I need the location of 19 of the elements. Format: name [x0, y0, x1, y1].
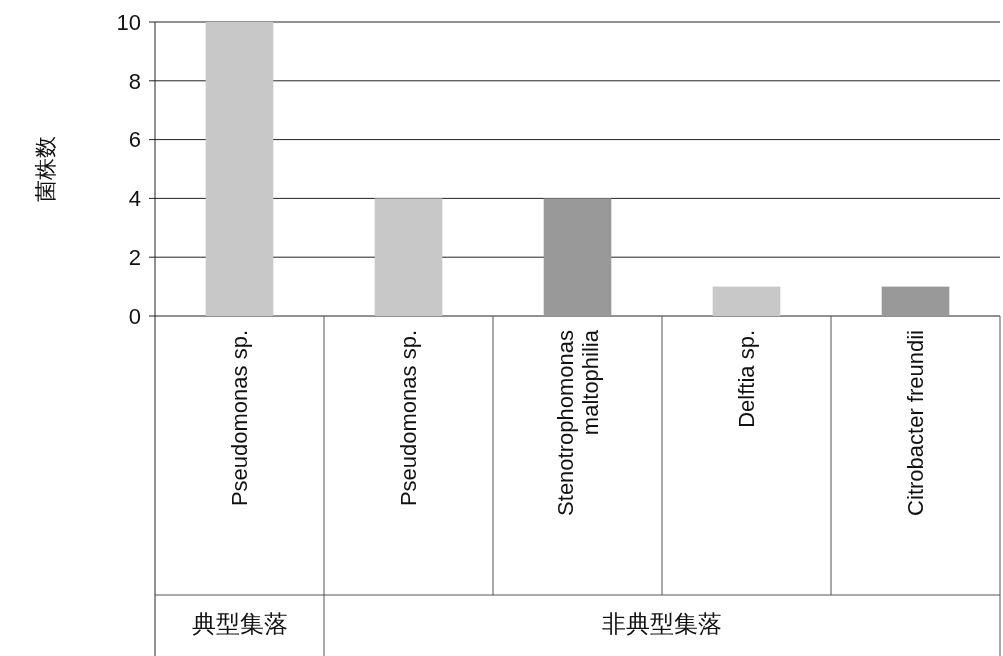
y-tick-label: 0: [128, 303, 141, 329]
text: 非典型集落: [602, 610, 722, 637]
x-tick-label: Pseudomonas sp.: [396, 330, 422, 507]
y-tick-label: 6: [128, 127, 141, 153]
bar: [881, 286, 950, 316]
bar: [205, 22, 274, 316]
bar: [712, 286, 781, 316]
y-tick-label: 4: [128, 186, 141, 212]
x-tick-label: Pseudomonas sp.: [227, 330, 253, 507]
x-tick-label: Citrobacter freundii: [903, 330, 929, 516]
y-axis-title: 菌株数: [32, 136, 58, 202]
x-tick-label: Stenotrophomonas maltophilia: [553, 329, 604, 516]
x-tick-label: Delftia sp.: [734, 330, 760, 428]
bar: [374, 198, 443, 316]
y-tick-label: 10: [116, 9, 141, 35]
bar: [543, 198, 612, 316]
y-tick-label: 2: [128, 244, 141, 270]
text: 典型集落: [191, 610, 288, 637]
y-tick-label: 8: [128, 68, 141, 94]
